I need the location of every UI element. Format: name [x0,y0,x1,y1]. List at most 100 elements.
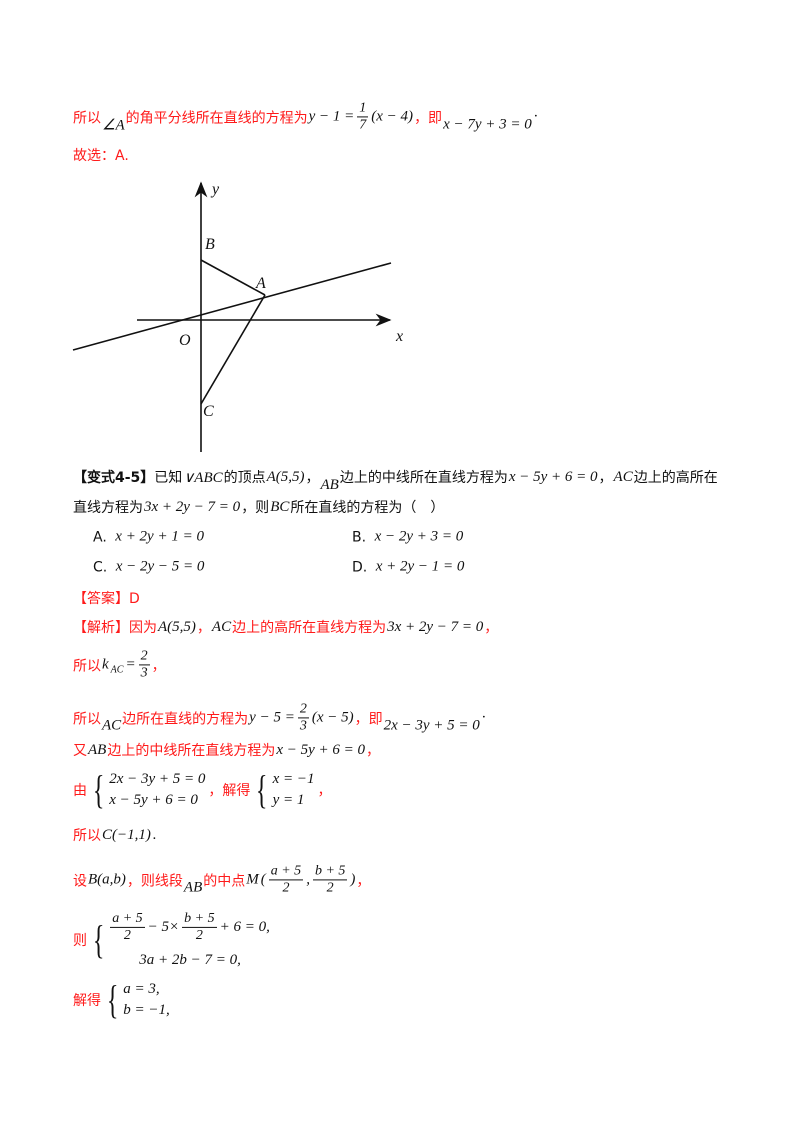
text-run: 则 [73,933,87,949]
text-run: 边上的高所在直线方程为 [232,620,387,636]
math-expr: = [125,656,136,673]
math-expr: AB [88,741,107,758]
text-line: 所以 ∠A 的角平分线所在直线的方程为 y − 1 = 1 7 (x − 4) ，即 x − 7… [73,100,539,133]
math-expr: BC [270,498,290,515]
system-rows: a = 3, b = −1, [122,980,171,1020]
denominator: 2 [326,880,334,896]
text-run: 解得 [73,993,101,1009]
math-expr: x − 7y + 3 = 0 [443,116,532,133]
text-run: ， [356,873,371,889]
brace-icon: { [92,767,105,812]
math-expr: AB [183,879,203,896]
text-run: 所以 [73,110,101,126]
label-c: C [203,403,214,420]
option-expr: x − 2y − 5 = 0 [115,558,205,575]
math-expr: , [306,871,310,888]
text-run: 设 [73,873,87,889]
text-run: 【解析】因为 [73,620,157,636]
text-run: 直线方程为 [73,500,143,516]
numerator: 2 [138,648,150,666]
math-expr: 2x − 3y + 5 = 0 [383,717,480,734]
text-run: 所以 [73,711,101,727]
brace-icon: { [106,977,119,1022]
math-expr: . [152,826,157,843]
math-expr: 2x − 3y + 5 = 0 [109,771,206,787]
denominator: 2 [123,928,131,943]
option-d: D. x + 2y − 1 = 0 [352,559,465,576]
text-line: 解得 {a = 3, b = −1, [73,980,173,1020]
text-line: 直线方程为 3x + 2y − 7 = 0 ，则 BC 所在直线的方程为（ ） [73,497,444,517]
math-expr: k [102,656,109,673]
text-run: 边上的中线所在直线方程为 [107,743,276,759]
math-expr: B(a,b) [88,871,126,888]
system-row: a = 3, [122,981,171,998]
math-expr: a = 3, [123,981,160,997]
brace-icon: { [92,917,105,962]
text-line: 所以 k AC = 2 3， [73,648,166,681]
text-run: ， [598,470,613,486]
math-expr: ∠A [102,117,125,134]
math-expr: (x − 4) [371,108,414,125]
system-rows: x = −1 y = 1 [272,770,316,810]
label-x: x [395,328,403,345]
math-expr: 3x + 2y − 7 = 0 [144,498,241,515]
side-ba [200,259,266,296]
side-ac [200,294,266,405]
math-expr: AB [320,476,339,493]
math-expr: x − 5y + 6 = 0 [508,468,598,485]
system-row: x = −1 [272,771,316,788]
heading-label: 【变式4-5】 [73,470,155,486]
text-run: ，即 [414,110,443,126]
text-run: 所以 [73,658,101,674]
option-letter: C. [93,559,108,575]
text-run: 边所在直线的方程为 [122,711,249,727]
denominator: 2 [195,928,203,943]
text-run: ，则 [241,500,270,516]
text-run: 所在直线的方程为（ ） [290,500,445,516]
math-expr: (x − 5) [311,709,354,726]
text-line: 【解析】因为 A(5,5)， AC 边上的高所在直线方程为 3x + 2y − 7 =… [73,617,498,637]
text-line: 则{a + 5 2− 5× b + 5 2 + 6 = 0, 3a + 2b − 7 =… [73,911,273,969]
text-run: 所以 [73,828,101,844]
text-run: 故选：A. [73,148,129,164]
math-expr: A(5,5) [158,618,196,635]
math-expr: · [481,709,486,726]
option-c: C. x − 2y − 5 = 0 [93,559,205,576]
numerator: b + 5 [182,911,217,928]
text-run: ，解得 [208,783,251,799]
math-expr: x − 5y + 6 = 0 [109,792,198,808]
text-run: 又 [73,743,87,759]
numerator: b + 5 [312,863,348,881]
equation-system: {a = 3, b = −1, [103,980,171,1020]
numerator: a + 5 [110,911,145,928]
system-rows: a + 5 2− 5× b + 5 2 + 6 = 0, 3a + 2b − 7 = 0… [108,911,271,969]
text-run: ，则线段 [126,873,183,889]
math-expr: − 5× [147,919,180,935]
math-expr: y − 1 = [308,108,355,125]
math-expr: AC [102,717,122,734]
math-expr: y − 5 = [249,709,295,726]
text-line: 所以 AC 边所在直线的方程为 y − 5 = 2 3 (x − 5) ，即 2x − 3y +… [73,701,487,734]
option-letter: B. [352,529,367,545]
math-expr: 3a + 2b − 7 = 0, [109,952,241,969]
math-expr: 3x + 2y − 7 = 0 [387,618,484,635]
system-row: 2x − 3y + 5 = 0 [108,771,206,788]
option-letter: D. [352,559,368,575]
denominator: 3 [299,718,307,734]
system-row: y = 1 [272,792,316,809]
angle-bisector-line [72,262,392,351]
text-line: 【答案】D [73,588,140,608]
denominator: 2 [282,880,290,896]
text-line: 故选：A. [73,145,129,165]
text-line: 【变式4-5】 已知 ∨ABC 的顶点 A(5,5)， AB 边上的中线所在直线方程为 x … [73,467,718,493]
math-expr: · [533,108,538,125]
math-subscript: AC [110,664,124,676]
text-run: ， [151,658,166,674]
